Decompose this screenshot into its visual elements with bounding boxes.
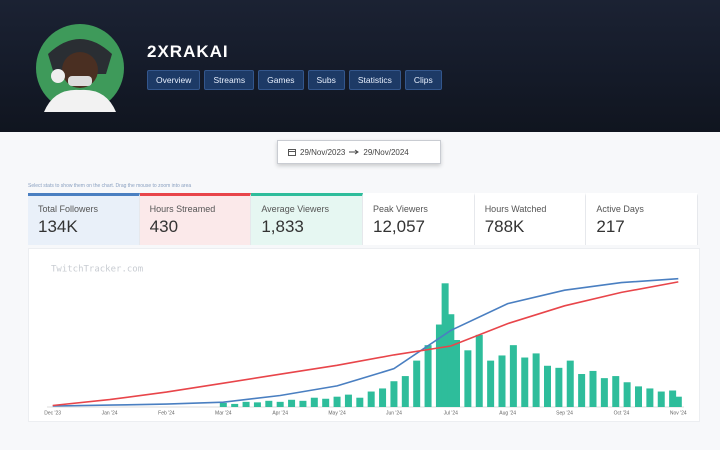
bar	[390, 381, 398, 407]
bar	[612, 376, 620, 407]
line	[52, 281, 679, 407]
nav-tab[interactable]: Streams	[204, 70, 255, 90]
x-tick-label: Sep '24	[556, 410, 573, 416]
x-tick-label: Mar '24	[215, 410, 232, 416]
x-tick-label: Apr '24	[272, 410, 288, 416]
chart-hint: Select stats to show them on the chart. …	[28, 183, 192, 189]
date-end: 29/Nov/2024	[363, 147, 409, 157]
x-tick-label: Aug '24	[499, 410, 516, 416]
stat-card[interactable]: Active Days 217	[586, 193, 699, 245]
bar	[242, 401, 250, 407]
bar	[435, 324, 443, 407]
x-tick-label: Feb '24	[158, 410, 175, 416]
watermark: TwitchTracker.com	[51, 265, 143, 275]
stat-label: Hours Watched	[484, 204, 547, 214]
bar	[276, 401, 284, 407]
stat-value: 430	[149, 217, 179, 236]
bar	[344, 394, 352, 407]
bar	[447, 314, 455, 407]
bar	[464, 350, 472, 407]
bar	[231, 403, 239, 407]
avatar	[36, 24, 124, 112]
bar	[453, 340, 460, 407]
line	[52, 277, 679, 407]
bar	[413, 360, 421, 407]
nav-tab[interactable]: Games	[258, 70, 304, 90]
stat-label: Active Days	[596, 204, 644, 214]
bar	[265, 400, 273, 407]
x-tick-label: Jul '24	[444, 410, 459, 416]
bar	[578, 374, 586, 407]
bar	[424, 345, 432, 407]
bar	[657, 391, 665, 407]
x-tick-label: Jan '24	[102, 410, 118, 416]
bar	[219, 402, 227, 407]
profile-header: 2XRAKAI Overview Streams Games Subs Statisti…	[0, 0, 720, 132]
bar	[555, 367, 563, 407]
bar	[487, 360, 495, 407]
bar	[674, 396, 682, 407]
bar	[299, 400, 307, 407]
bar	[475, 334, 483, 407]
nav-tab[interactable]: Statistics	[348, 70, 401, 90]
bar	[322, 398, 330, 407]
bar	[566, 360, 574, 407]
stat-card[interactable]: Total Followers 134K	[28, 193, 140, 245]
arrow-icon	[349, 149, 360, 155]
bar	[669, 390, 677, 407]
stat-value: 12,057	[373, 217, 426, 236]
stat-card[interactable]: Hours Streamed 430	[139, 193, 252, 245]
chart: TwitchTracker.com Dec '23 Jan '24 Feb '24 M…	[28, 248, 700, 422]
bar	[623, 382, 631, 407]
bar	[600, 378, 608, 407]
bar	[544, 365, 551, 407]
bar	[646, 388, 654, 407]
stat-label: Total Followers	[38, 204, 99, 214]
bar	[521, 357, 529, 407]
date-range-picker[interactable]: 29/Nov/2023 29/Nov/2024	[277, 140, 441, 164]
bar	[367, 391, 375, 407]
x-tick-label: Jun '24	[386, 410, 402, 416]
x-tick-label: Oct '24	[614, 410, 630, 416]
bar	[635, 386, 642, 407]
bar	[253, 402, 261, 407]
bar	[288, 399, 296, 407]
bar	[509, 345, 517, 407]
bar	[441, 283, 449, 407]
bar	[333, 396, 341, 407]
bar	[379, 388, 387, 407]
bar	[356, 397, 364, 407]
bar	[532, 353, 540, 407]
stats-row: Total Followers 134K Hours Streamed 430 Aver…	[28, 193, 699, 245]
bar	[401, 376, 409, 407]
stat-card[interactable]: Hours Watched 788K	[475, 193, 587, 245]
stat-value: 217	[596, 217, 625, 236]
bar	[310, 397, 318, 407]
stat-label: Hours Streamed	[149, 204, 216, 214]
bar	[498, 355, 506, 407]
stat-card[interactable]: Peak Viewers 12,057	[363, 193, 475, 245]
bar	[589, 370, 597, 407]
x-tick-label: May '24	[328, 410, 346, 416]
stat-value: 1,833	[261, 217, 304, 236]
x-tick-label: Dec '23	[44, 410, 61, 416]
stat-card[interactable]: Average Viewers 1,833	[251, 193, 364, 245]
stat-label: Peak Viewers	[373, 204, 428, 214]
channel-name: 2XRAKAI	[147, 42, 229, 61]
nav-tab[interactable]: Overview	[147, 70, 201, 90]
stat-value: 134K	[38, 217, 78, 236]
tab-bar: Overview Streams Games Subs Statistics Clips	[147, 70, 442, 90]
stat-value: 788K	[484, 217, 525, 236]
calendar-icon	[288, 149, 296, 156]
nav-tab[interactable]: Subs	[307, 70, 345, 90]
stat-label: Average Viewers	[261, 204, 330, 214]
nav-tab[interactable]: Clips	[404, 70, 442, 90]
x-tick-label: Nov '24	[670, 410, 687, 416]
date-start: 29/Nov/2023	[300, 147, 346, 157]
